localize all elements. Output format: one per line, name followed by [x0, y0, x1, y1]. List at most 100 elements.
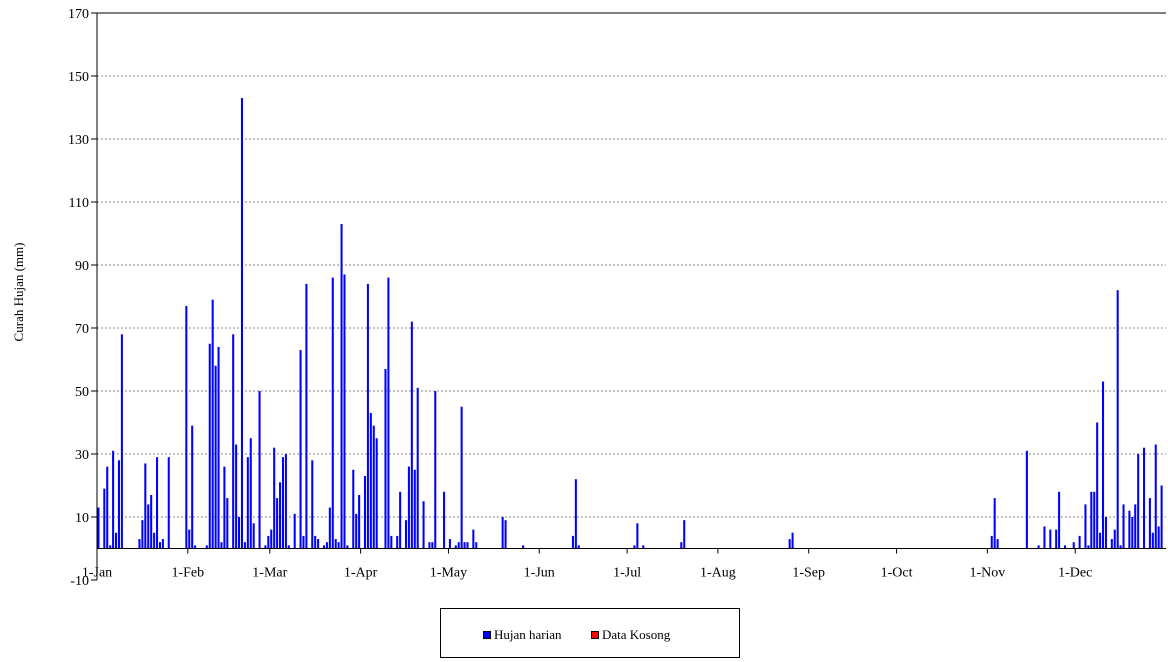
bar — [577, 545, 580, 549]
bar — [396, 535, 399, 549]
x-tick-label: 1-Dec — [1058, 566, 1092, 581]
bar — [185, 305, 188, 549]
bar — [156, 457, 159, 549]
bar — [238, 517, 241, 549]
y-tick-label: 70 — [75, 322, 89, 337]
y-tick-label: 50 — [75, 385, 89, 400]
bar — [410, 321, 413, 549]
axes — [91, 12, 1166, 581]
legend-label-data-kosong: Data Kosong — [602, 627, 671, 642]
bar — [475, 542, 478, 549]
bar — [188, 529, 191, 549]
bar — [340, 224, 343, 549]
bar — [1110, 539, 1113, 549]
x-tick-label: 1-Jan — [82, 566, 112, 581]
bar — [141, 520, 144, 549]
bar — [240, 98, 243, 549]
bar — [138, 539, 141, 549]
bar — [223, 466, 226, 549]
bar — [387, 277, 390, 549]
bar — [571, 535, 574, 549]
bar — [217, 346, 220, 549]
bar — [457, 542, 460, 549]
bar — [1084, 504, 1087, 549]
bar — [208, 343, 211, 549]
x-tick-label: 1-Mar — [252, 566, 287, 581]
x-tick-label: 1-Sep — [792, 566, 825, 581]
bar — [343, 274, 346, 549]
bar — [214, 365, 217, 549]
y-axis-title: Curah Hujan (mm) — [11, 243, 26, 342]
bar — [501, 517, 504, 549]
bar — [311, 460, 314, 549]
bar — [191, 425, 194, 549]
bar — [1154, 444, 1157, 549]
bar — [299, 350, 302, 549]
bar — [1137, 454, 1140, 549]
x-tick-label: 1-Jul — [613, 566, 641, 581]
gridlines — [97, 75, 1166, 518]
bar — [150, 494, 153, 549]
bar — [153, 532, 156, 549]
bar — [1113, 529, 1116, 549]
bar — [355, 513, 358, 549]
bar — [633, 545, 636, 549]
bar — [1116, 290, 1119, 549]
bar — [284, 454, 287, 549]
bar — [270, 529, 273, 549]
bar — [211, 299, 214, 549]
x-tick-label: 1-Aug — [700, 566, 736, 581]
bar — [466, 542, 469, 549]
x-tick-label: 1-Nov — [969, 566, 1005, 581]
bar — [246, 457, 249, 549]
bar — [1055, 529, 1058, 549]
y-tick-label: 110 — [69, 196, 89, 211]
legend-label-hujan-harian: Hujan harian — [494, 627, 562, 642]
bar — [399, 491, 402, 549]
bar — [1102, 381, 1105, 549]
y-tick-label: 10 — [75, 511, 89, 526]
bar — [443, 491, 446, 549]
bar — [1093, 491, 1096, 549]
x-tick-label: 1-Feb — [171, 566, 204, 581]
bar — [636, 523, 639, 549]
bar — [463, 542, 466, 549]
bar — [112, 450, 115, 549]
bar — [1090, 491, 1093, 549]
bar — [109, 545, 112, 549]
bar — [1134, 504, 1137, 549]
bar — [642, 545, 645, 549]
bar — [1058, 491, 1061, 549]
bar — [352, 469, 355, 549]
bar — [1099, 532, 1102, 549]
x-tick-label: 1-Apr — [344, 566, 378, 581]
bar — [293, 513, 296, 549]
legend-item-data-kosong: Data Kosong — [591, 627, 670, 643]
bar — [258, 391, 261, 549]
bar — [990, 535, 993, 549]
legend-item-hujan-harian: Hujan harian — [483, 627, 562, 643]
bar — [472, 529, 475, 549]
bar — [683, 520, 686, 549]
y-tick-label: -10 — [70, 574, 89, 589]
bar — [287, 545, 290, 549]
bar — [325, 542, 328, 549]
bar — [1096, 422, 1099, 549]
bar — [1037, 545, 1040, 549]
bar — [1043, 526, 1046, 549]
bar — [996, 539, 999, 549]
bar — [144, 463, 147, 549]
bar — [375, 438, 378, 549]
bar — [220, 542, 223, 549]
bar — [1104, 517, 1107, 549]
bar — [384, 368, 387, 549]
bar — [404, 520, 408, 549]
y-tick-labels: -10 10 30 50 70 90 110 130 150 170 — [68, 7, 89, 589]
bar — [1128, 510, 1131, 549]
bar — [416, 387, 419, 549]
bar — [431, 542, 434, 549]
bar — [264, 545, 267, 549]
bar — [267, 535, 270, 549]
bar — [279, 482, 282, 549]
